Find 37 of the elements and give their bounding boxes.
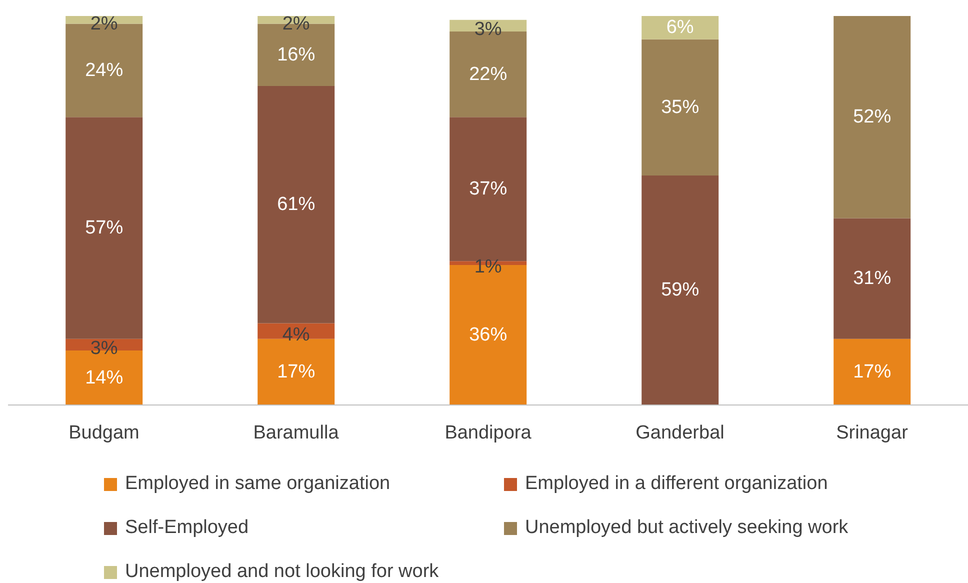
data-label: 57% (85, 218, 124, 239)
legend-label: Unemployed but actively seeking work (525, 517, 848, 539)
data-label: 6% (666, 17, 694, 38)
bar (642, 39, 719, 176)
x-tick-label: Bandipora (444, 422, 532, 444)
legend-label: Employed in a different organization (525, 473, 828, 495)
x-tick-label: Ganderbal (636, 422, 724, 444)
data-label: 4% (282, 324, 310, 346)
data-label: 17% (853, 361, 892, 382)
data-label: 59% (661, 280, 700, 301)
data-label: 61% (277, 194, 316, 216)
data-label: 1% (474, 256, 502, 278)
data-label: 52% (853, 106, 892, 128)
data-label: 14% (85, 367, 124, 388)
data-label: 16% (277, 44, 316, 66)
data-label: 37% (469, 178, 508, 200)
bar (66, 117, 143, 339)
data-label: 24% (85, 60, 124, 81)
data-label: 17% (277, 361, 316, 382)
data-label: 3% (474, 19, 502, 40)
x-tick-label: Srinagar (836, 422, 909, 444)
bar (642, 16, 719, 40)
bar (834, 338, 911, 405)
bar (834, 16, 911, 218)
legend-label: Unemployed and not looking for work (125, 561, 439, 583)
legend-label: Employed in same organization (125, 473, 390, 495)
x-tick-label: Baramulla (253, 422, 340, 444)
data-label: 36% (469, 324, 508, 346)
bar (834, 218, 911, 339)
data-label: 3% (90, 338, 118, 360)
data-label: 35% (661, 96, 700, 118)
data-label: 31% (853, 268, 892, 290)
bar (258, 86, 335, 324)
legend-label: Self-Employed (125, 517, 249, 539)
bar (642, 175, 719, 405)
x-tick-label: Budgam (68, 422, 140, 444)
data-label: 22% (469, 64, 508, 85)
